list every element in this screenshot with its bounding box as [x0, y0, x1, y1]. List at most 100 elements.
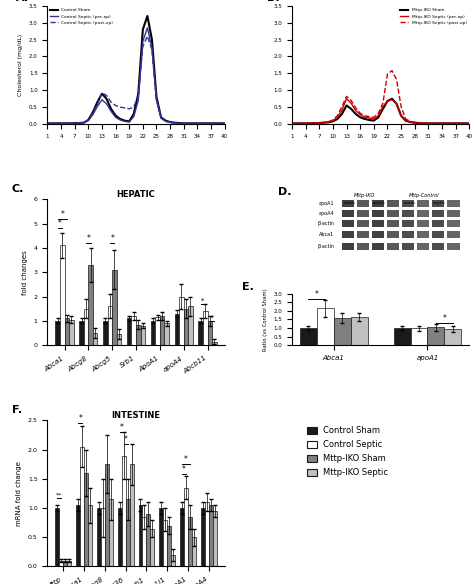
Text: Mttp-IKO: Mttp-IKO: [354, 193, 375, 198]
Mttp-IKO Septic (pre-op): [371, 116, 377, 123]
Text: β-actin: β-actin: [318, 244, 335, 249]
Line: Mttp-IKO Septic (pre-op): Mttp-IKO Septic (pre-op): [292, 99, 469, 123]
Bar: [97, 508, 101, 566]
Control Sham: [158, 114, 164, 121]
Mttp-IKO Sham: [330, 118, 336, 125]
Control Septic (pre-op): [149, 44, 155, 51]
Mttp-IKO Septic (pre-op): [366, 114, 372, 121]
Control Septic (post-op): [208, 120, 214, 127]
Control Sham: [208, 120, 214, 127]
Bar: [93, 333, 98, 345]
Control Septic (pre-op): [145, 25, 150, 32]
Bar: [60, 245, 64, 345]
Text: *: *: [58, 220, 62, 228]
Mttp-IKO Sham: [389, 95, 395, 102]
Text: *: *: [184, 456, 188, 464]
Bar: [179, 297, 184, 345]
Control Septic (post-op): [113, 102, 118, 109]
Control Sham: [108, 105, 114, 112]
Mttp-IKO Sham: [339, 110, 345, 117]
Control Septic (post-op): [217, 120, 223, 127]
Control Sham: [190, 120, 196, 127]
Bar: [209, 505, 213, 566]
Control Septic (pre-op): [113, 114, 118, 121]
Text: apoA4: apoA4: [319, 211, 335, 216]
Control Septic (pre-op): [181, 120, 187, 127]
Control Septic (pre-op): [199, 120, 205, 127]
Control Sham: [136, 90, 141, 97]
Bar: [129, 464, 134, 566]
Bar: [150, 529, 155, 566]
Bar: [447, 200, 459, 207]
Control Septic (pre-op): [127, 119, 132, 126]
Mttp-IKO Sham: [307, 120, 313, 127]
Bar: [387, 243, 399, 249]
Bar: [432, 243, 445, 249]
Bar: [164, 324, 169, 345]
Control Septic (post-op): [140, 43, 146, 50]
Bar: [184, 309, 188, 345]
Bar: [428, 327, 444, 345]
Mttp-IKO Sham: [335, 116, 340, 123]
Control Septic (pre-op): [208, 120, 214, 127]
Bar: [357, 220, 369, 227]
Bar: [109, 499, 113, 566]
Control Septic (post-op): [63, 120, 68, 127]
Control Septic (pre-op): [63, 120, 68, 127]
Control Septic (pre-op): [194, 120, 200, 127]
Text: *: *: [182, 465, 186, 474]
Legend: Control Sham, Control Septic, Mttp-IKO Sham, Mttp-IKO Septic: Control Sham, Control Septic, Mttp-IKO S…: [305, 425, 390, 479]
Bar: [342, 210, 354, 217]
Control Septic (pre-op): [167, 119, 173, 126]
Control Septic (pre-op): [213, 120, 219, 127]
Bar: [357, 231, 369, 238]
Mttp-IKO Sham: [294, 120, 300, 127]
Control Sham: [99, 90, 105, 97]
Control Septic (post-op): [190, 120, 196, 127]
Bar: [171, 555, 175, 566]
Mttp-IKO Septic (pre-op): [384, 98, 390, 105]
Text: *: *: [210, 315, 214, 321]
Control Septic (pre-op): [76, 120, 82, 127]
Mttp-IKO Septic (post-op): [335, 112, 340, 119]
Mttp-IKO Sham: [462, 120, 467, 127]
Mttp-IKO Septic (post-op): [371, 114, 377, 121]
Bar: [64, 561, 67, 566]
Mttp-IKO Sham: [435, 120, 440, 127]
Mttp-IKO Septic (post-op): [339, 103, 345, 110]
Control Septic (pre-op): [158, 114, 164, 121]
Bar: [188, 307, 193, 345]
Bar: [69, 319, 73, 345]
Bar: [146, 514, 150, 566]
Text: B.: B.: [267, 0, 280, 3]
Mttp-IKO Septic (pre-op): [294, 120, 300, 127]
Control Septic (pre-op): [131, 113, 137, 120]
Text: *: *: [442, 314, 447, 323]
Control Sham: [172, 119, 177, 126]
Control Septic (post-op): [67, 120, 73, 127]
Control Septic (post-op): [222, 120, 228, 127]
Mttp-IKO Sham: [412, 119, 418, 126]
Mttp-IKO Septic (post-op): [294, 120, 300, 127]
Control Sham: [81, 119, 87, 126]
Control Sham: [154, 93, 159, 100]
Bar: [402, 220, 414, 227]
Text: β-actin: β-actin: [318, 221, 335, 226]
Text: *: *: [120, 423, 124, 432]
Mttp-IKO Sham: [457, 120, 463, 127]
Mttp-IKO Septic (post-op): [403, 116, 409, 123]
Control Septic (post-op): [194, 120, 200, 127]
Control Septic (post-op): [45, 120, 50, 127]
Bar: [402, 243, 414, 249]
Mttp-IKO Septic (pre-op): [330, 117, 336, 124]
Bar: [417, 200, 429, 207]
Mttp-IKO Septic (post-op): [375, 110, 381, 117]
Mttp-IKO Septic (post-op): [317, 119, 322, 126]
Mttp-IKO Septic (post-op): [362, 113, 367, 120]
Mttp-IKO Septic (pre-op): [453, 120, 458, 127]
Mttp-IKO Septic (pre-op): [348, 100, 354, 107]
Bar: [143, 517, 146, 566]
Text: Abca1: Abca1: [319, 232, 335, 237]
Mttp-IKO Septic (pre-op): [335, 114, 340, 121]
Control Sham: [131, 110, 137, 117]
